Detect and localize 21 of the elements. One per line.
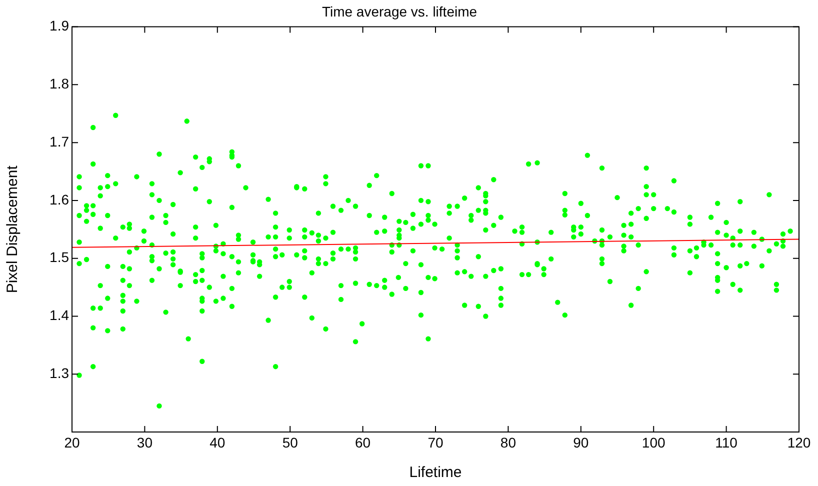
x-tick-label: 20 [64,434,80,450]
y-tick-label: 1.3 [50,364,70,381]
y-tick-label: 1.6 [50,191,70,208]
x-tick-label: 110 [715,434,738,450]
x-axis-title: Lifetime [409,464,462,482]
x-tick-label: 120 [787,434,811,450]
x-tick-label: 80 [500,434,516,450]
x-tick-label: 60 [355,434,371,450]
x-tick-label: 90 [573,434,589,450]
y-axis-title: Pixel Displacement [4,164,22,294]
x-tick-label: 50 [282,434,298,450]
y-tick-label: 1.8 [50,76,70,92]
x-tick-label: 30 [136,434,153,450]
chart-title: Time average vs. lifteime [322,3,478,20]
y-tick-label: 1.7 [50,133,70,150]
y-tick-label: 1.4 [50,307,70,324]
y-tick-label: 1.5 [50,249,70,266]
x-tick-label: 100 [642,434,666,450]
x-tick-label: 40 [210,434,226,450]
y-tick-label: 1.9 [50,18,70,34]
x-tick-label: 70 [428,434,444,450]
